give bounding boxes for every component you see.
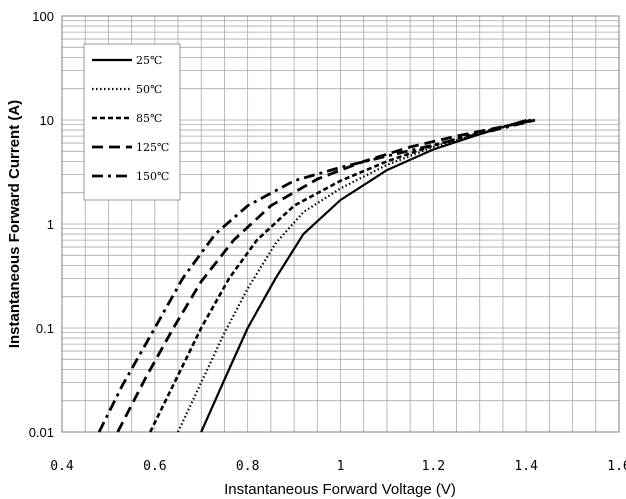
legend-label: 50℃ [136,83,162,96]
x-tick-label: 0.6 [143,459,166,474]
y-tick-label: 0.01 [29,425,54,440]
y-tick-label: 100 [32,9,54,24]
x-tick-label: 1.4 [514,459,538,474]
x-tick-label: 0.8 [236,459,259,474]
series-line-5 [97,118,536,433]
x-tick-label: 1 [337,459,345,474]
x-tick-labels: 0.4 0.6 0.8 1 1.2 1.4 1.6 [50,459,626,474]
legend-label: 25℃ [136,54,162,67]
y-tick-label: 10 [40,113,54,128]
series-line-2 [177,118,532,433]
y-tick-label: 0.1 [36,321,54,336]
series-line-3 [149,118,532,433]
x-tick-label: 1.6 [607,459,626,474]
x-tick-label: 1.2 [422,459,445,474]
series-line-1 [200,118,527,433]
x-tick-label: 0.4 [50,459,74,474]
x-axis-title: Instantaneous Forward Voltage (V) [224,481,456,498]
plot-frame [61,15,620,433]
y-tick-label: 1 [47,217,54,232]
legend-label: 125℃ [136,141,169,154]
legend: 25℃ 50℃ 85℃ 125℃ 150℃ [83,43,181,201]
y-tick-labels: 0.01 0.1 1 10 100 [29,9,54,440]
series-line-4 [116,118,536,433]
legend-label: 150℃ [136,170,169,183]
legend-box [83,43,181,201]
series-layer [97,118,536,433]
y-axis-title: Instantaneous Forward Current (A) [6,100,23,348]
legend-label: 85℃ [136,112,162,125]
